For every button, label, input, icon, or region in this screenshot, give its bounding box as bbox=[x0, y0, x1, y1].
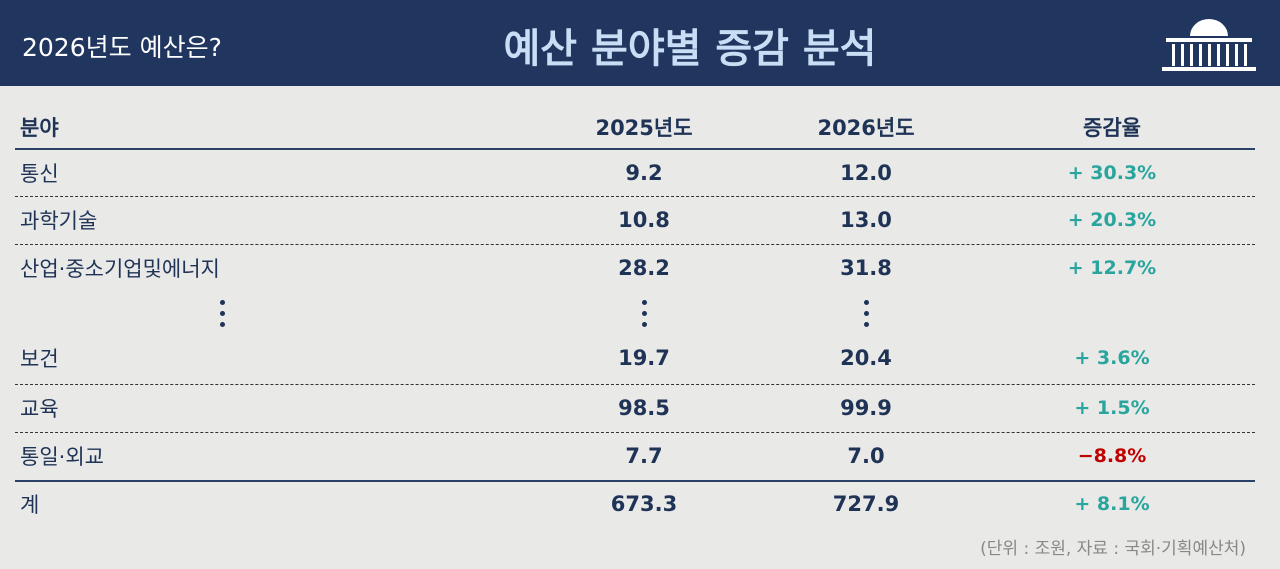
table-value: 99.9 bbox=[840, 396, 892, 420]
table-value: 98.5 bbox=[618, 396, 670, 420]
header-subtitle: 2026년도 예산은? bbox=[22, 33, 222, 62]
table-value: 7.0 bbox=[847, 444, 885, 468]
header-bar: 2026년도 예산은? 예산 분야별 증감 분석 bbox=[0, 0, 1280, 86]
header-rule bbox=[15, 148, 1255, 150]
row-label: 교육 bbox=[20, 397, 59, 421]
table-value: 20.4 bbox=[840, 346, 892, 370]
footnote: (단위 : 조원, 자료 : 국회·기획예산처) bbox=[980, 539, 1246, 559]
table-value: 9.2 bbox=[625, 161, 663, 185]
ellipsis bbox=[642, 300, 648, 333]
row-label: 통일·외교 bbox=[20, 445, 104, 469]
row-label: 통신 bbox=[20, 162, 59, 186]
row-divider bbox=[15, 432, 1255, 433]
table-value: 673.3 bbox=[610, 492, 678, 516]
row-label: 보건 bbox=[20, 347, 59, 371]
table-value: 727.9 bbox=[832, 492, 900, 516]
table-value: 12.0 bbox=[840, 161, 892, 185]
table-value: −8.8% bbox=[1077, 445, 1147, 467]
table-value: 7.7 bbox=[625, 444, 663, 468]
table-value: + 20.3% bbox=[1067, 209, 1157, 231]
ellipsis bbox=[220, 300, 226, 333]
table-value: + 12.7% bbox=[1067, 257, 1157, 279]
row-label: 산업·중소기업및에너지 bbox=[20, 257, 220, 281]
table-value: 19.7 bbox=[618, 346, 670, 370]
table-value: 28.2 bbox=[618, 256, 670, 280]
row-divider bbox=[15, 244, 1255, 245]
total-rule bbox=[15, 480, 1255, 482]
table-value: + 8.1% bbox=[1074, 493, 1150, 515]
column-header: 2025년도 bbox=[595, 116, 693, 140]
table-value: + 1.5% bbox=[1074, 397, 1150, 419]
table-value: 10.8 bbox=[618, 208, 670, 232]
column-header: 증감율 bbox=[1083, 116, 1141, 140]
ellipsis bbox=[864, 300, 870, 333]
header-title: 예산 분야별 증감 분석 bbox=[503, 26, 877, 72]
table-value: + 3.6% bbox=[1074, 347, 1150, 369]
row-divider bbox=[15, 196, 1255, 197]
row-label: 과학기술 bbox=[20, 209, 98, 233]
table-value: 31.8 bbox=[840, 256, 892, 280]
table-value: + 30.3% bbox=[1067, 162, 1157, 184]
assembly-icon bbox=[1162, 19, 1256, 71]
column-header: 분야 bbox=[20, 116, 59, 140]
column-header: 2026년도 bbox=[817, 116, 915, 140]
row-divider bbox=[15, 384, 1255, 385]
row-label: 계 bbox=[20, 493, 40, 517]
table-value: 13.0 bbox=[840, 208, 892, 232]
